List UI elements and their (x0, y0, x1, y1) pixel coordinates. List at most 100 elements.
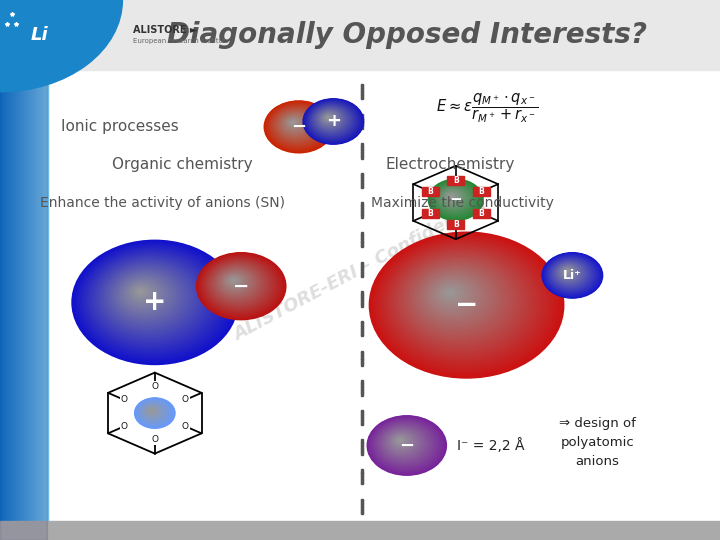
Circle shape (305, 100, 361, 143)
Circle shape (104, 265, 191, 329)
Circle shape (214, 266, 261, 301)
Circle shape (447, 193, 456, 200)
Circle shape (564, 269, 572, 275)
FancyBboxPatch shape (6, 0, 8, 521)
FancyBboxPatch shape (46, 0, 48, 521)
Circle shape (310, 104, 353, 136)
Circle shape (438, 186, 469, 210)
Circle shape (148, 408, 156, 414)
Circle shape (322, 113, 336, 124)
FancyBboxPatch shape (10, 0, 12, 521)
Circle shape (99, 261, 199, 335)
Circle shape (212, 264, 264, 303)
FancyBboxPatch shape (1, 0, 3, 521)
Circle shape (110, 269, 183, 323)
Circle shape (264, 101, 333, 153)
FancyBboxPatch shape (28, 0, 30, 521)
Circle shape (544, 254, 599, 295)
Circle shape (206, 260, 272, 309)
Circle shape (402, 257, 516, 342)
Circle shape (405, 259, 513, 340)
Circle shape (90, 254, 212, 346)
Circle shape (222, 272, 249, 292)
Circle shape (557, 264, 582, 282)
Circle shape (317, 109, 344, 130)
Circle shape (229, 277, 240, 285)
Circle shape (227, 275, 243, 287)
Circle shape (390, 433, 414, 451)
Circle shape (436, 185, 473, 213)
Circle shape (444, 191, 462, 204)
FancyBboxPatch shape (14, 0, 15, 521)
Circle shape (367, 416, 446, 475)
FancyBboxPatch shape (0, 0, 1, 521)
Text: +: + (143, 288, 166, 316)
Circle shape (383, 428, 424, 458)
Circle shape (197, 253, 285, 319)
Circle shape (326, 116, 330, 119)
Circle shape (548, 257, 595, 292)
FancyBboxPatch shape (5, 0, 6, 521)
Circle shape (282, 114, 309, 134)
FancyBboxPatch shape (8, 0, 9, 521)
Text: Li⁺: Li⁺ (563, 269, 582, 282)
Circle shape (317, 109, 343, 129)
Circle shape (138, 400, 171, 426)
Circle shape (432, 182, 478, 217)
Circle shape (282, 114, 307, 133)
Circle shape (395, 437, 406, 445)
Circle shape (440, 188, 467, 208)
Circle shape (271, 106, 323, 145)
Circle shape (553, 261, 587, 286)
Circle shape (86, 251, 218, 350)
Circle shape (271, 106, 323, 145)
Circle shape (287, 118, 302, 129)
Circle shape (423, 273, 486, 320)
Circle shape (220, 270, 253, 295)
Circle shape (135, 399, 174, 427)
Circle shape (435, 184, 474, 213)
Circle shape (308, 103, 356, 139)
Circle shape (556, 263, 583, 284)
Text: B: B (453, 220, 459, 229)
FancyBboxPatch shape (32, 0, 34, 521)
Circle shape (369, 417, 444, 474)
Circle shape (552, 260, 589, 288)
FancyBboxPatch shape (18, 0, 19, 521)
Circle shape (446, 192, 459, 202)
FancyBboxPatch shape (40, 0, 42, 521)
Circle shape (216, 267, 257, 298)
Circle shape (550, 259, 591, 289)
Circle shape (149, 409, 154, 413)
Circle shape (565, 270, 570, 273)
Circle shape (546, 255, 598, 294)
Circle shape (103, 264, 193, 331)
Circle shape (443, 190, 462, 205)
FancyBboxPatch shape (0, 0, 47, 540)
Circle shape (401, 256, 518, 343)
Circle shape (266, 102, 332, 152)
FancyBboxPatch shape (17, 0, 18, 521)
Text: ⇒ design of
polyatomic
anions: ⇒ design of polyatomic anions (559, 417, 636, 468)
Circle shape (389, 432, 415, 452)
Circle shape (75, 242, 234, 362)
Circle shape (433, 183, 475, 214)
Circle shape (219, 269, 254, 296)
FancyBboxPatch shape (4, 0, 5, 521)
Circle shape (84, 249, 220, 352)
Circle shape (290, 120, 296, 125)
Circle shape (275, 109, 318, 141)
FancyBboxPatch shape (45, 0, 47, 521)
Circle shape (420, 271, 490, 323)
FancyBboxPatch shape (31, 0, 32, 521)
FancyBboxPatch shape (6, 0, 7, 521)
Circle shape (288, 119, 299, 127)
Circle shape (320, 112, 338, 125)
Circle shape (447, 291, 451, 294)
Circle shape (209, 262, 268, 306)
Circle shape (73, 241, 235, 363)
Circle shape (222, 272, 250, 293)
Circle shape (96, 259, 202, 338)
Circle shape (545, 255, 598, 295)
Circle shape (435, 281, 469, 307)
